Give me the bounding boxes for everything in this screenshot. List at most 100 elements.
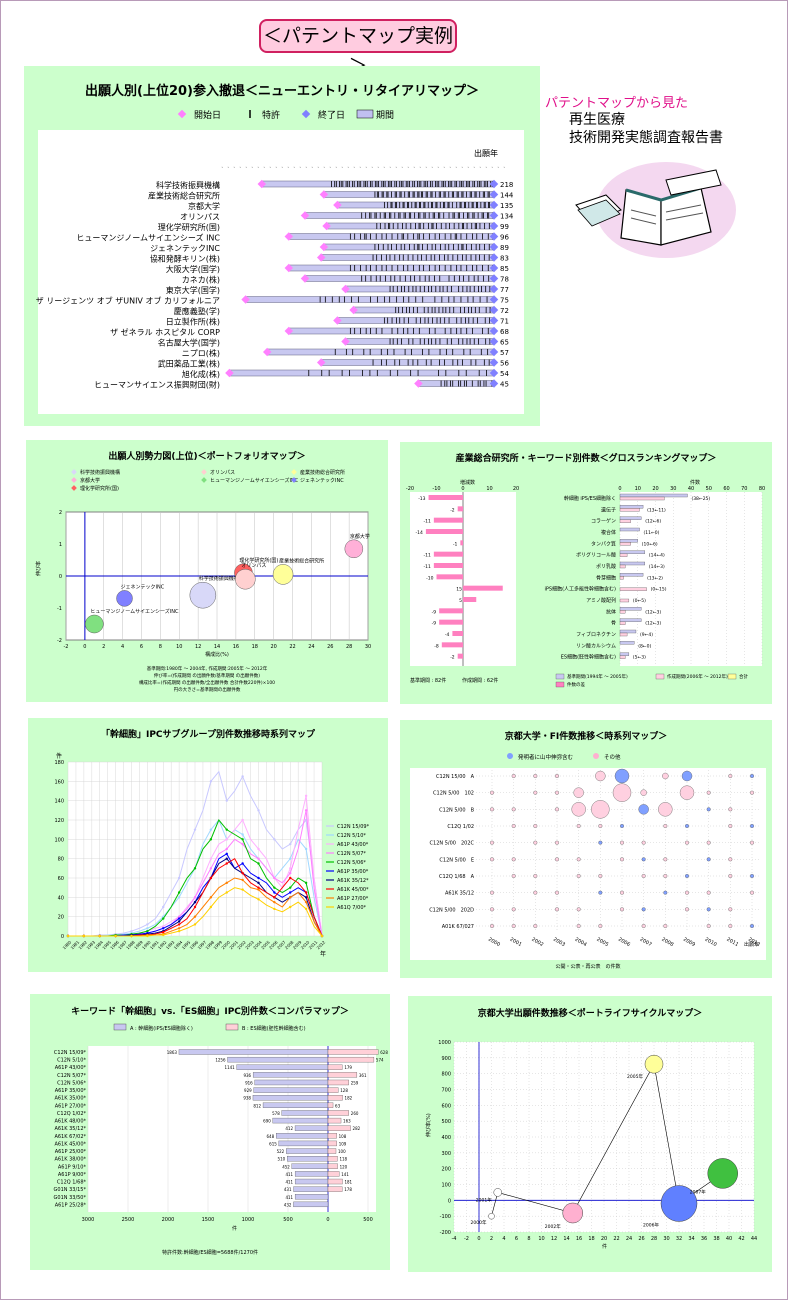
a-label: 929 [244, 1088, 252, 1093]
bubble [189, 581, 217, 609]
diff-bar [439, 608, 463, 614]
period-bar [261, 180, 495, 188]
year-tick: ʼ [449, 166, 454, 170]
series-point [209, 780, 213, 783]
value-label: 65 [500, 339, 509, 347]
legend-marker [201, 469, 207, 475]
series-point [241, 888, 244, 891]
subgroup-title: 「幹細胞」IPCサブグループ別件数推移時系列マップ [100, 730, 315, 740]
legend-label: 理化学研究所(国) [80, 485, 119, 492]
legend-marker [291, 469, 297, 475]
end-marker [489, 232, 499, 241]
count-label: (12←3) [645, 621, 661, 627]
b-label: 100 [338, 1149, 346, 1154]
bubble [533, 840, 538, 845]
y-tick: 1000 [438, 1040, 451, 1046]
series-point [177, 927, 181, 930]
report-line3: 技術開発実態調査報告書 [569, 130, 723, 146]
year-tick: ʼ [257, 166, 262, 170]
bubble [728, 823, 733, 828]
count-label: (12←6) [645, 519, 661, 525]
legend-label: B : ES細胞(胚性幹細胞含む) [242, 1025, 306, 1032]
year-tick: ʼ [503, 166, 508, 170]
b-bar [327, 1079, 349, 1086]
series-point [304, 891, 308, 894]
diff-label: -8 [434, 643, 439, 649]
a-bar [294, 1194, 329, 1200]
category-label: C12N 5/07* [57, 1073, 86, 1079]
b-bar [327, 1110, 349, 1116]
value-label: 68 [500, 328, 509, 336]
value-label: 45 [500, 381, 509, 389]
category-label: 抗体 [606, 608, 616, 615]
a-bar [227, 1056, 329, 1063]
axis-label: 出願年 [474, 148, 498, 158]
value-label: 57 [500, 349, 509, 357]
bubble [598, 873, 603, 878]
a-bar [294, 1171, 329, 1177]
x-tick: 20 [270, 644, 276, 650]
row-label: C12N 5/00 202D [429, 907, 474, 913]
book-illustration [575, 162, 736, 258]
series-point [304, 847, 308, 851]
x-tick: 1983 [85, 939, 96, 950]
y-tick: 700 [441, 1088, 451, 1094]
bubble [750, 923, 755, 928]
category-label: 骨 [611, 621, 616, 627]
x-tick: 1994 [173, 939, 184, 950]
legend-label: A61Q 7/00* [337, 905, 367, 911]
bubble [85, 614, 104, 634]
x-tick: 18 [588, 1236, 594, 1242]
start-marker [414, 379, 423, 388]
b-label: 282 [353, 1126, 361, 1131]
x-tick: 2010 [704, 937, 718, 949]
x-tick: 30 [365, 644, 371, 650]
a-bar [272, 1117, 329, 1124]
category-label: A61P 43/00* [55, 1065, 87, 1071]
series-point [289, 871, 292, 875]
legend-label: ジェネンテックINC [300, 478, 344, 484]
count-label: (14←3) [649, 564, 665, 570]
diff-bar [436, 574, 463, 580]
count-label: (13←2) [647, 575, 663, 581]
x-tick: 2000 [162, 1217, 175, 1223]
x-tick: 36 [701, 1236, 707, 1242]
series-point [162, 925, 165, 928]
made-bar [619, 553, 628, 557]
legend-marker [507, 753, 513, 759]
value-label: 77 [500, 286, 509, 294]
bubble [641, 907, 646, 912]
row-label: ヒューマンサイエンス振興財団(財) [94, 380, 220, 390]
made-bar [619, 508, 640, 512]
base-bar [619, 641, 635, 645]
b-bar [327, 1102, 334, 1108]
bubble [511, 857, 516, 862]
bubble [644, 1054, 664, 1074]
y-tick: 120 [54, 818, 64, 824]
diff-bar [452, 631, 463, 636]
year-tick: ʼ [455, 166, 460, 170]
x-tick: 6 [515, 1236, 518, 1242]
year-tick: ʼ [389, 166, 394, 170]
bubble [685, 823, 690, 828]
a-label: 431 [284, 1187, 292, 1192]
series-point [177, 915, 181, 918]
a-label: 938 [243, 1096, 251, 1101]
made-bar [619, 598, 630, 603]
legend-label: 作成期間(2006年 〜 2012年) [667, 673, 728, 680]
x-tick: 10 [538, 1236, 544, 1242]
period-bar [323, 191, 495, 198]
base-bar [619, 516, 642, 520]
year-tick: ʼ [485, 166, 490, 170]
a-bar [262, 1102, 329, 1108]
year-tick: ʼ [467, 166, 472, 170]
series-point [193, 923, 197, 926]
value-label: 144 [500, 192, 514, 200]
legend-marker [555, 673, 565, 680]
base-bar [619, 493, 688, 498]
category-label: A61K 38/00* [54, 1157, 86, 1163]
end-marker [489, 379, 499, 388]
year-tick: ʼ [401, 166, 406, 170]
diff-label: 5 [459, 598, 462, 604]
x-tick: 2009 [682, 937, 696, 949]
